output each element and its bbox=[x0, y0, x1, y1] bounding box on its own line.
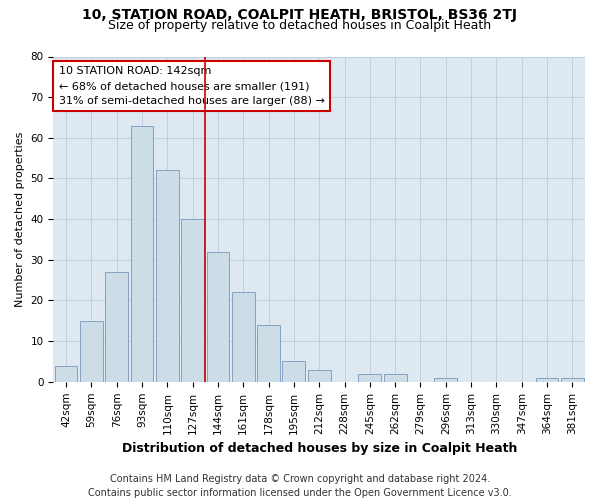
Bar bbox=[536, 378, 559, 382]
Bar bbox=[181, 219, 204, 382]
Bar bbox=[232, 292, 254, 382]
Text: Size of property relative to detached houses in Coalpit Heath: Size of property relative to detached ho… bbox=[109, 18, 491, 32]
Bar bbox=[434, 378, 457, 382]
Bar bbox=[206, 252, 229, 382]
Bar bbox=[308, 370, 331, 382]
Text: 10, STATION ROAD, COALPIT HEATH, BRISTOL, BS36 2TJ: 10, STATION ROAD, COALPIT HEATH, BRISTOL… bbox=[83, 8, 517, 22]
Bar bbox=[257, 325, 280, 382]
Bar bbox=[358, 374, 381, 382]
Bar bbox=[55, 366, 77, 382]
Text: 10 STATION ROAD: 142sqm
← 68% of detached houses are smaller (191)
31% of semi-d: 10 STATION ROAD: 142sqm ← 68% of detache… bbox=[59, 66, 325, 106]
Bar bbox=[156, 170, 179, 382]
X-axis label: Distribution of detached houses by size in Coalpit Heath: Distribution of detached houses by size … bbox=[122, 442, 517, 455]
Y-axis label: Number of detached properties: Number of detached properties bbox=[15, 132, 25, 307]
Text: Contains HM Land Registry data © Crown copyright and database right 2024.
Contai: Contains HM Land Registry data © Crown c… bbox=[88, 474, 512, 498]
Bar bbox=[283, 362, 305, 382]
Bar bbox=[561, 378, 584, 382]
Bar bbox=[384, 374, 407, 382]
Bar bbox=[80, 321, 103, 382]
Bar bbox=[131, 126, 154, 382]
Bar bbox=[105, 272, 128, 382]
